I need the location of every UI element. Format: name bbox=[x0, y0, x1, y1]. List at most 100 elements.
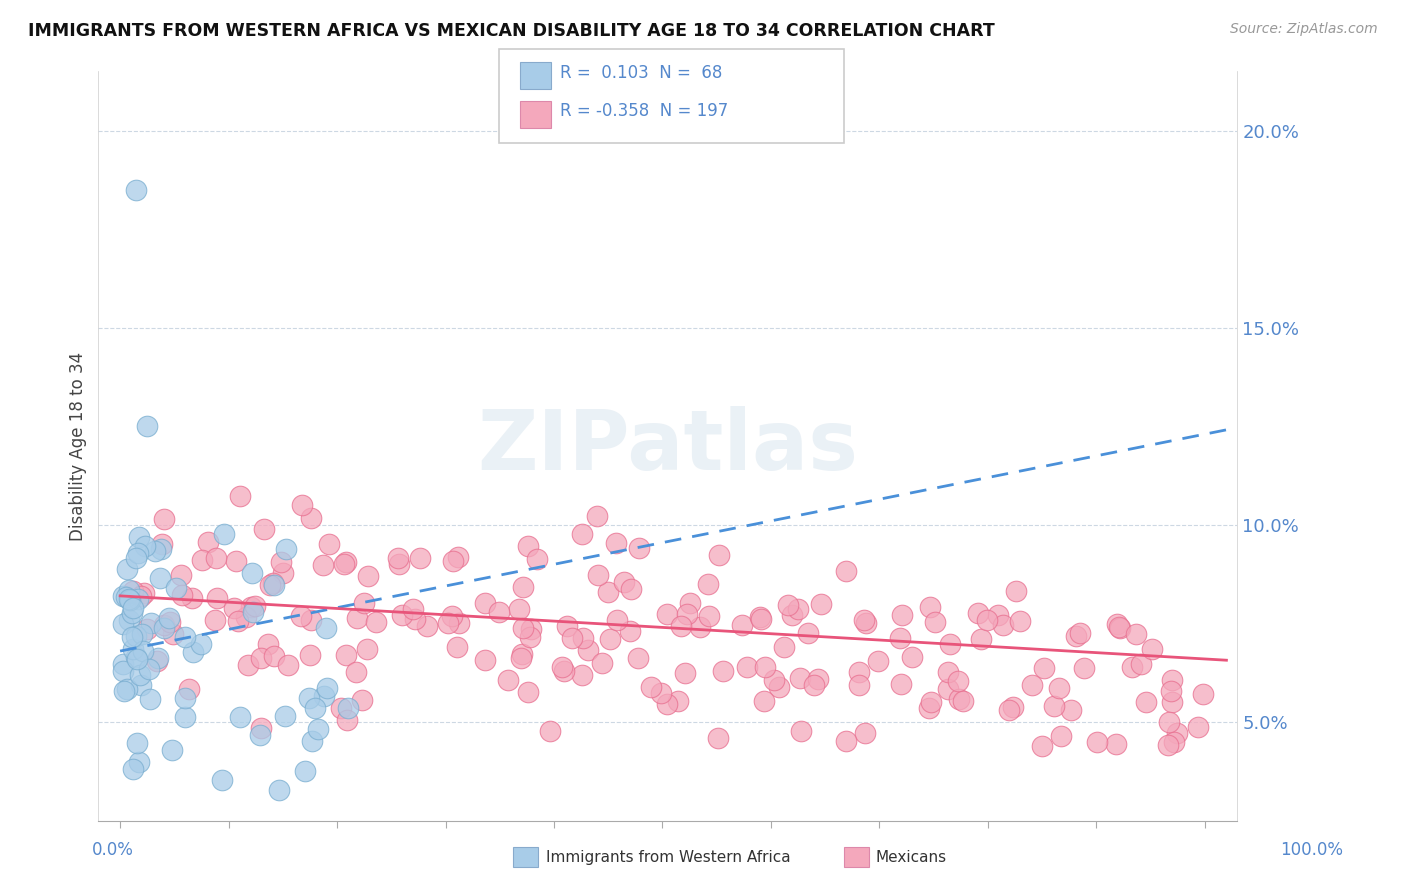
Point bbox=[1108, 619, 1130, 633]
Point bbox=[153, 621, 176, 635]
Point bbox=[240, 566, 263, 580]
Point bbox=[551, 660, 574, 674]
Point bbox=[627, 650, 650, 665]
Point bbox=[796, 626, 818, 640]
Point bbox=[128, 530, 150, 544]
Point bbox=[304, 701, 326, 715]
Point bbox=[591, 656, 613, 670]
Point bbox=[239, 599, 262, 614]
Point bbox=[707, 548, 730, 562]
Point bbox=[173, 630, 195, 644]
Point bbox=[918, 701, 941, 715]
Point bbox=[991, 618, 1014, 632]
Point bbox=[449, 615, 471, 630]
Point bbox=[143, 544, 166, 558]
Point bbox=[159, 611, 181, 625]
Point bbox=[666, 694, 689, 708]
Point bbox=[938, 665, 960, 680]
Point bbox=[408, 551, 430, 566]
Point bbox=[112, 683, 135, 698]
Point bbox=[890, 608, 912, 623]
Point bbox=[1160, 684, 1182, 698]
Point bbox=[118, 592, 141, 607]
Point bbox=[274, 708, 297, 723]
Point bbox=[586, 508, 609, 523]
Text: 100.0%: 100.0% bbox=[1279, 840, 1343, 858]
Point bbox=[620, 582, 643, 596]
Point bbox=[848, 665, 870, 680]
Point bbox=[235, 609, 257, 624]
Point bbox=[125, 629, 148, 643]
Point bbox=[404, 612, 426, 626]
Point bbox=[1108, 621, 1130, 635]
Point bbox=[689, 620, 711, 634]
Point bbox=[165, 581, 187, 595]
Point bbox=[807, 672, 830, 686]
Point bbox=[1161, 673, 1184, 687]
Point bbox=[356, 641, 378, 656]
Point bbox=[754, 693, 776, 707]
Point bbox=[853, 613, 876, 627]
Point bbox=[112, 589, 135, 603]
Point bbox=[153, 618, 176, 632]
Point bbox=[159, 615, 181, 630]
Point bbox=[855, 616, 877, 631]
Point bbox=[179, 681, 201, 696]
Point bbox=[1105, 617, 1128, 632]
Point bbox=[789, 724, 811, 739]
Point bbox=[318, 537, 340, 551]
Point bbox=[749, 612, 772, 626]
Point bbox=[657, 697, 679, 711]
Point bbox=[924, 615, 946, 629]
Point bbox=[112, 617, 135, 632]
Point bbox=[735, 659, 758, 673]
Point bbox=[122, 642, 145, 657]
Point bbox=[121, 584, 143, 599]
Point bbox=[447, 550, 470, 565]
Point bbox=[174, 690, 197, 705]
Point bbox=[787, 601, 810, 615]
Point bbox=[226, 614, 249, 628]
Point bbox=[150, 541, 173, 556]
Point bbox=[697, 609, 720, 624]
Point bbox=[1060, 703, 1083, 717]
Point bbox=[835, 733, 858, 747]
Point bbox=[706, 731, 728, 746]
Point bbox=[129, 678, 152, 692]
Point bbox=[127, 592, 149, 607]
Point bbox=[997, 703, 1019, 717]
Point bbox=[120, 593, 142, 607]
Point bbox=[1157, 714, 1180, 729]
Point bbox=[197, 534, 219, 549]
Point bbox=[243, 599, 266, 613]
Point bbox=[115, 590, 138, 604]
Point bbox=[920, 599, 942, 614]
Point bbox=[277, 658, 299, 673]
Point bbox=[299, 614, 322, 628]
Point bbox=[190, 637, 212, 651]
Point bbox=[571, 668, 593, 682]
Text: IMMIGRANTS FROM WESTERN AFRICA VS MEXICAN DISABILITY AGE 18 TO 34 CORRELATION CH: IMMIGRANTS FROM WESTERN AFRICA VS MEXICA… bbox=[28, 22, 995, 40]
Point bbox=[939, 637, 962, 651]
Point bbox=[855, 726, 877, 740]
Point bbox=[127, 735, 149, 749]
Point bbox=[415, 619, 437, 633]
Point bbox=[1157, 738, 1180, 752]
Point bbox=[205, 591, 228, 606]
Text: Immigrants from Western Africa: Immigrants from Western Africa bbox=[546, 850, 790, 864]
Point bbox=[1192, 688, 1215, 702]
Point bbox=[353, 596, 375, 610]
Point bbox=[121, 763, 143, 777]
Point bbox=[731, 617, 754, 632]
Text: Mexicans: Mexicans bbox=[876, 850, 948, 864]
Point bbox=[181, 645, 204, 659]
Text: R =  0.103  N =  68: R = 0.103 N = 68 bbox=[560, 64, 721, 82]
Point bbox=[440, 608, 463, 623]
Point bbox=[576, 643, 599, 657]
Point bbox=[763, 673, 786, 688]
Point bbox=[250, 722, 273, 736]
Text: ZIPatlas: ZIPatlas bbox=[478, 406, 858, 486]
Point bbox=[170, 568, 193, 582]
Point bbox=[555, 619, 578, 633]
Point bbox=[1004, 584, 1026, 599]
